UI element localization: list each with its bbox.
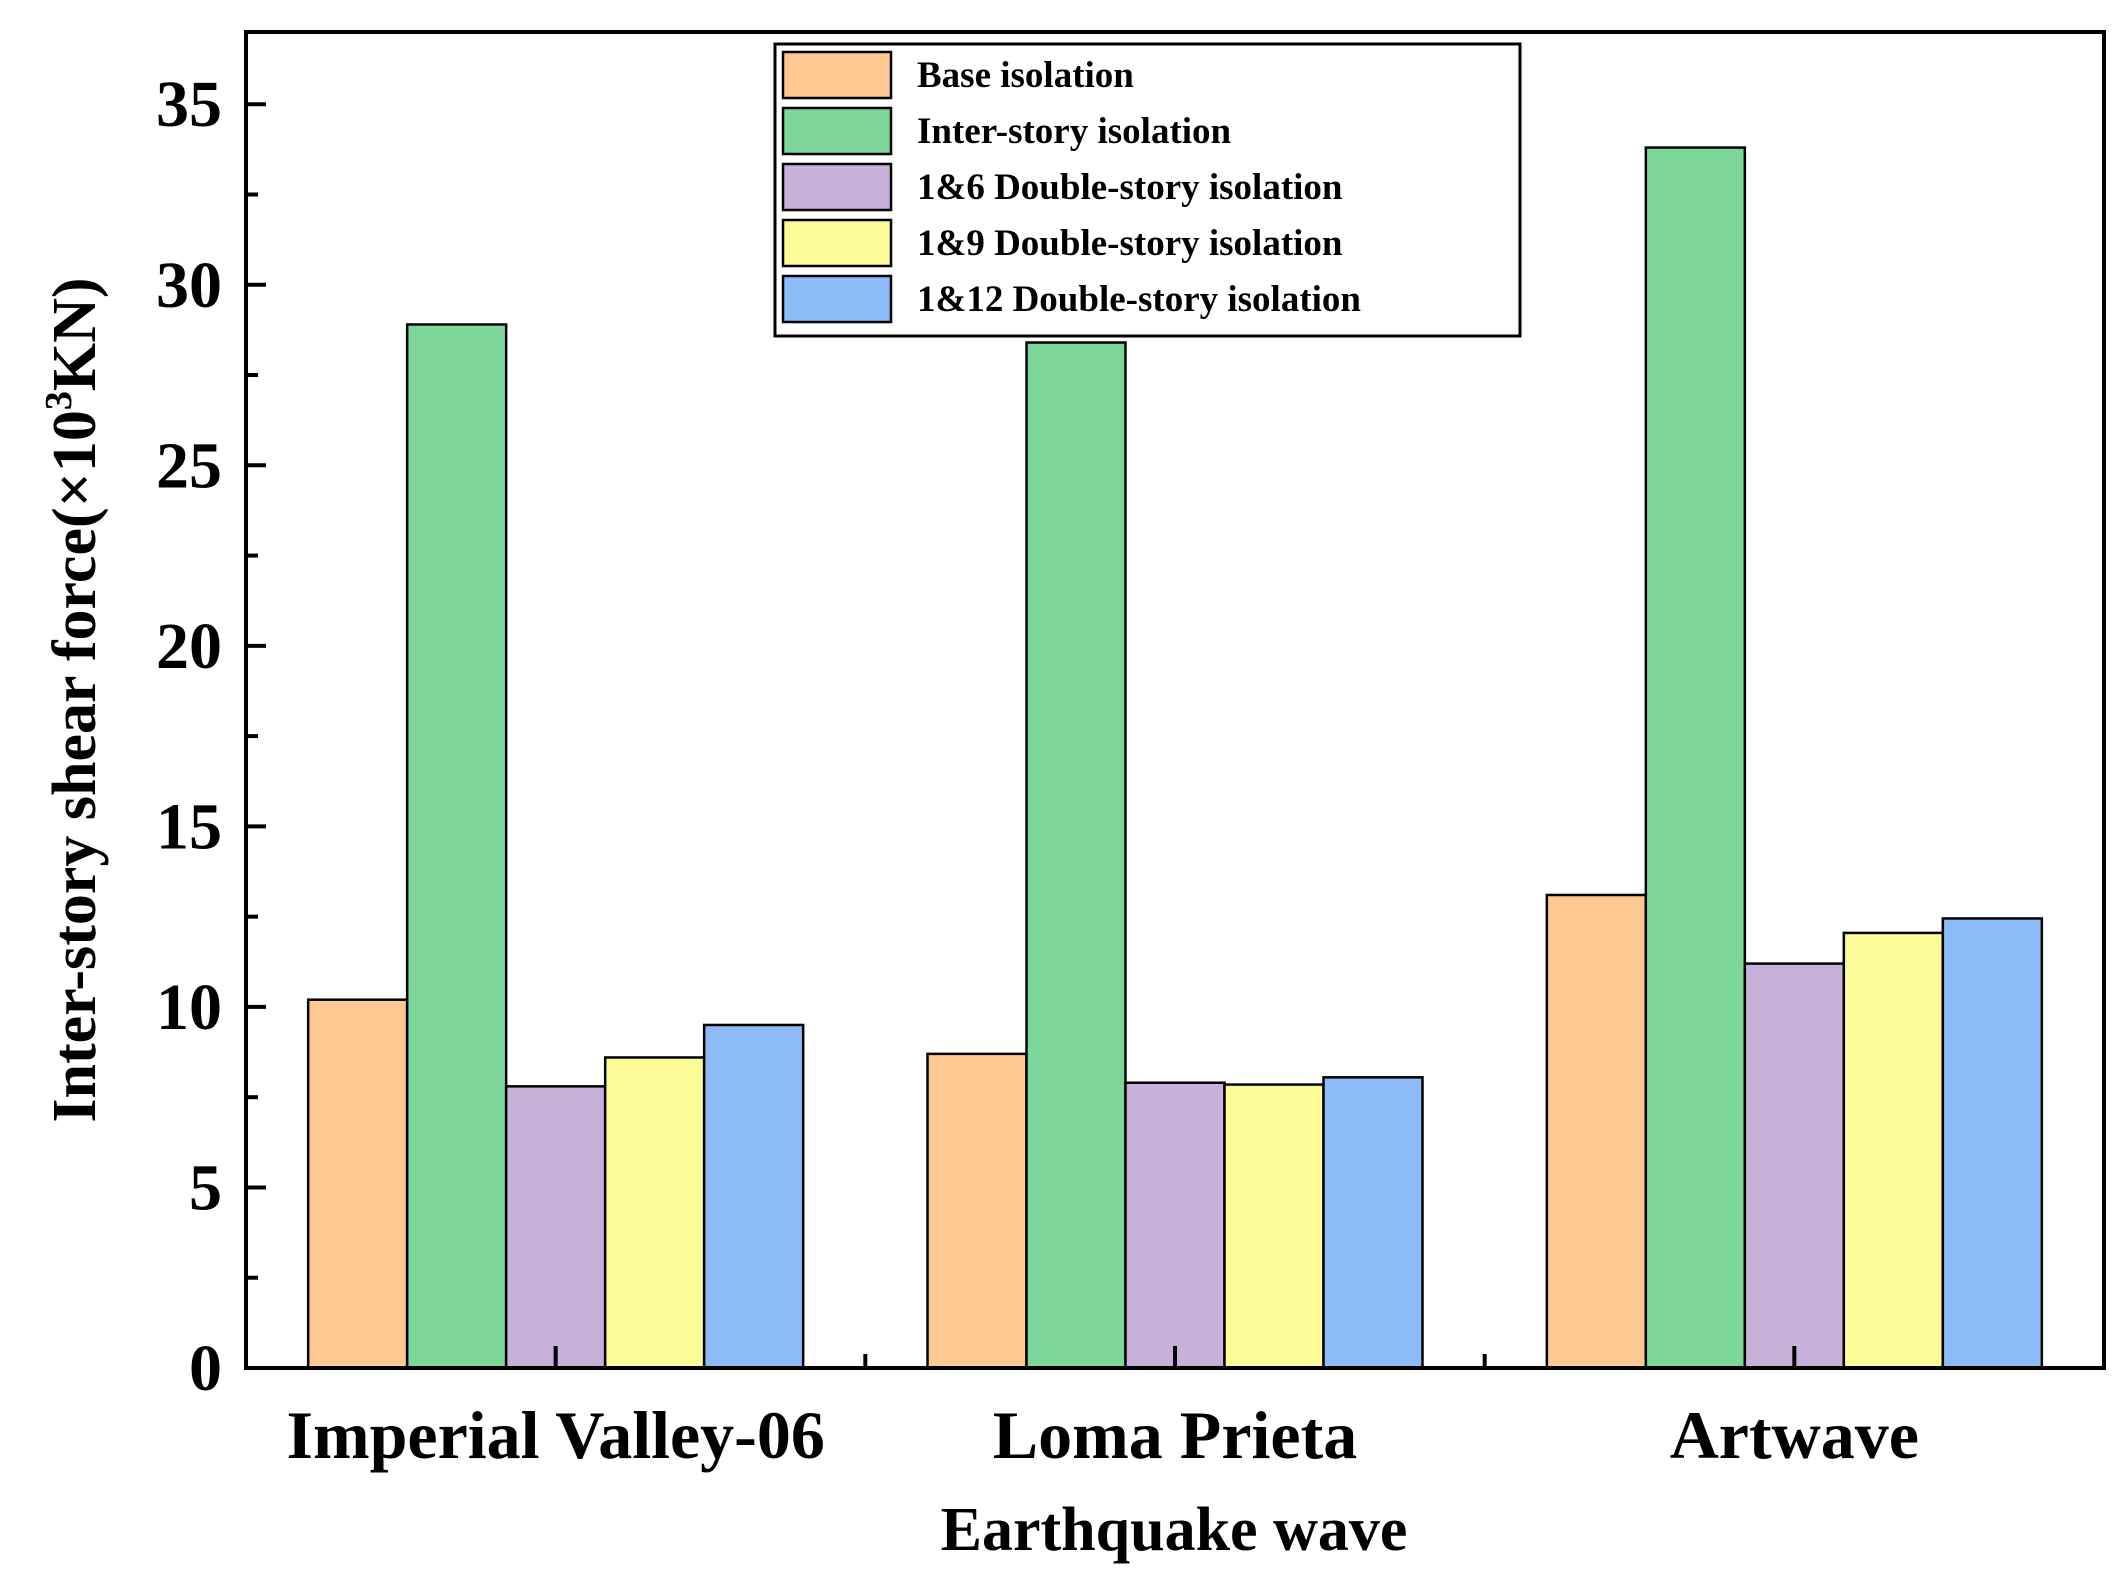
legend-swatch-3 — [781, 162, 893, 212]
x-axis-title: Earthquake wave — [941, 1496, 1408, 1564]
bars-layer — [306, 146, 2044, 1370]
legend: Base isolation Inter-story isolation 1&6 D… — [773, 42, 1522, 338]
legend-label-4: 1&9 Double-story isolation — [917, 223, 1343, 264]
legend-label-1: Base isolation — [917, 55, 1134, 96]
axes-layer: Imperial Valley-06 Loma Prieta Artwave 0 5 10… — [156, 30, 2106, 1473]
x-tick-label-1: Imperial Valley-06 — [287, 1397, 825, 1473]
y-tick-label-7: 30 — [156, 249, 222, 322]
y-axis-title-sup: 3 — [38, 391, 80, 410]
bar-1-3 — [1545, 893, 1648, 1370]
legend-box — [773, 42, 1522, 338]
legend-swatch-1 — [781, 50, 893, 100]
bar-4-3 — [1842, 931, 1945, 1370]
bar-5-1 — [702, 1023, 805, 1370]
x-tick-label-2: Loma Prieta — [993, 1397, 1357, 1473]
y-tick-label-1: 0 — [189, 1332, 222, 1405]
bar-2-3 — [1644, 146, 1747, 1370]
legend-label-3: 1&6 Double-story isolation — [917, 167, 1343, 208]
legend-swatch-2 — [781, 106, 893, 156]
y-axis-title-end: KN) — [41, 277, 109, 391]
x-tick-label-3: Artwave — [1670, 1397, 1919, 1473]
bar-2-1 — [405, 323, 508, 1370]
bar-1-2 — [926, 1052, 1028, 1370]
y-tick-label-2: 5 — [189, 1151, 222, 1224]
bar-4-2 — [1223, 1083, 1325, 1370]
y-axis-title: Inter-story shear force(×103KN) — [38, 277, 109, 1122]
legend-swatch-5 — [781, 274, 893, 324]
y-axis-title-main: Inter-story shear force(×10 — [41, 410, 109, 1123]
legend-label-2: Inter-story isolation — [917, 111, 1232, 152]
bar-5-2 — [1322, 1076, 1424, 1370]
y-tick-label-5: 20 — [156, 610, 222, 683]
bar-5-3 — [1941, 917, 2044, 1370]
y-tick-label-6: 25 — [156, 429, 222, 502]
bar-3-1 — [504, 1085, 607, 1370]
bar-2-2 — [1025, 341, 1127, 1370]
y-tick-label-4: 15 — [156, 790, 222, 863]
bar-4-1 — [603, 1056, 706, 1370]
bar-1-1 — [306, 998, 409, 1370]
bar-3-3 — [1743, 962, 1846, 1370]
y-tick-label-8: 35 — [156, 68, 222, 141]
legend-swatch-4 — [781, 218, 893, 268]
y-tick-label-3: 10 — [156, 971, 222, 1044]
bar-3-2 — [1124, 1081, 1226, 1370]
legend-label-5: 1&12 Double-story isolation — [917, 279, 1361, 320]
